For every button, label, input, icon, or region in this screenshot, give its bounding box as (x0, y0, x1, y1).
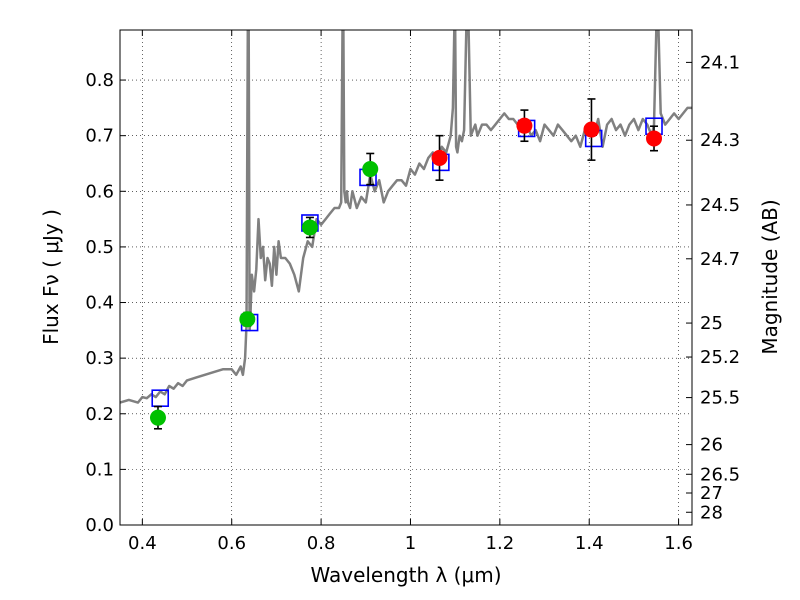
green-point (149, 409, 166, 426)
x-tick-label: 1.2 (486, 533, 515, 554)
green-point (362, 161, 379, 178)
x-tick-label: 1 (405, 533, 416, 554)
y2-tick-label: 28 (700, 502, 723, 523)
y-axis-label: Flux Fν ( μJy ) (39, 209, 63, 345)
y-tick-label: 0.3 (85, 348, 114, 369)
y-tick-label: 0.4 (85, 293, 114, 314)
error-bars (153, 98, 659, 430)
y2-tick-label: 26.5 (700, 464, 740, 485)
red-point (516, 117, 533, 134)
red-point (583, 121, 600, 138)
green-point (301, 219, 318, 236)
y2-tick-label: 25.2 (700, 347, 740, 368)
green-point (239, 311, 256, 328)
model-squares (151, 117, 663, 407)
x-axis-ticks: 0.4 0.6 0.8 1 1.2 1.4 1.6 (128, 30, 693, 554)
spectrum-layer (120, 30, 692, 404)
y2-axis-label: Magnitude (AB) (758, 199, 782, 354)
y-tick-label: 0.0 (85, 515, 114, 536)
plot-frame (119, 29, 693, 526)
y-axis-ticks: 0.0 0.1 0.2 0.3 0.4 0.5 0.6 0.7 0.8 (85, 70, 126, 536)
y2-tick-label: 24.3 (700, 130, 740, 151)
y2-tick-label: 25 (700, 313, 723, 334)
x-tick-label: 1.4 (575, 533, 604, 554)
y-tick-label: 0.1 (85, 459, 114, 480)
y-tick-label: 0.5 (85, 237, 114, 258)
y2-tick-label: 27 (700, 483, 723, 504)
grid (120, 30, 692, 526)
y-tick-label: 0.8 (85, 70, 114, 91)
y2-tick-label: 25.5 (700, 388, 740, 409)
red-point (646, 130, 663, 147)
observed-points (149, 117, 663, 426)
x-tick-label: 1.6 (664, 533, 693, 554)
y2-tick-label: 24.5 (700, 195, 740, 216)
x-tick-label: 0.8 (307, 533, 336, 554)
spectrum-line (120, 30, 692, 404)
y-tick-label: 0.6 (85, 181, 114, 202)
y-tick-label: 0.2 (85, 404, 114, 425)
x-axis-label: Wavelength λ (μm) (310, 563, 501, 587)
x-tick-label: 0.6 (217, 533, 246, 554)
y2-tick-label: 24.1 (700, 52, 740, 73)
x-tick-label: 0.4 (128, 533, 157, 554)
y-tick-label: 0.7 (85, 126, 114, 147)
red-point (431, 149, 448, 166)
y2-tick-label: 26 (700, 435, 723, 456)
y2-tick-label: 24.7 (700, 249, 740, 270)
